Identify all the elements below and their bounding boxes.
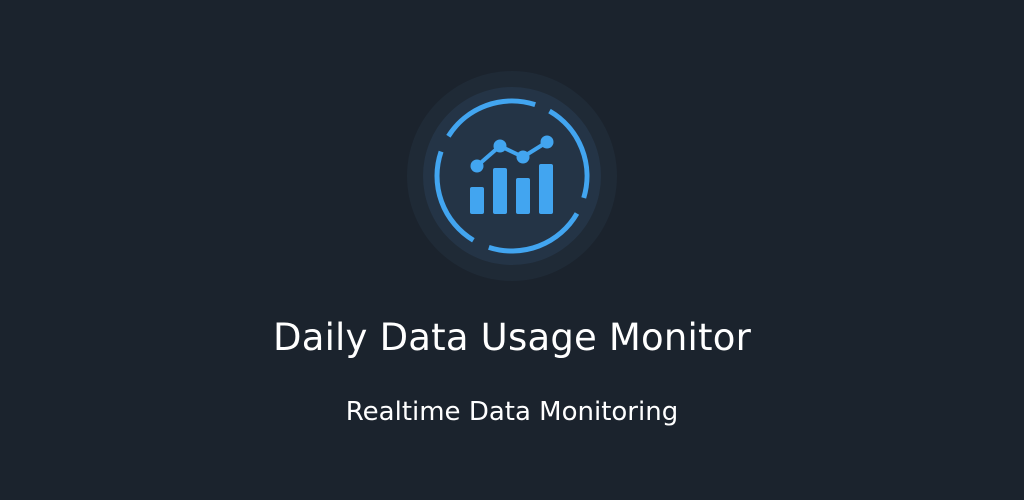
logo-line <box>475 140 549 168</box>
logo-bar <box>470 187 484 214</box>
logo-dot <box>470 159 484 173</box>
logo-ring-arc <box>446 98 536 138</box>
app-subtitle: Realtime Data Monitoring <box>345 397 679 427</box>
logo-ring-arc <box>434 150 475 243</box>
logo-dot <box>540 135 554 149</box>
logo-bar <box>516 178 530 214</box>
logo-dot <box>516 150 530 164</box>
logo-ring-arc <box>548 108 590 199</box>
logo-ring-arc <box>488 212 580 254</box>
logo-ring <box>434 98 590 254</box>
bar-chart-icon <box>470 164 553 214</box>
logo-bar <box>539 164 553 214</box>
logo-inner-circle <box>423 87 601 265</box>
line-chart-icon <box>470 135 554 173</box>
app-title: Daily Data Usage Monitor <box>273 316 751 359</box>
logo-bar <box>493 168 507 214</box>
app-logo <box>423 87 601 265</box>
logo-dot <box>493 139 507 153</box>
